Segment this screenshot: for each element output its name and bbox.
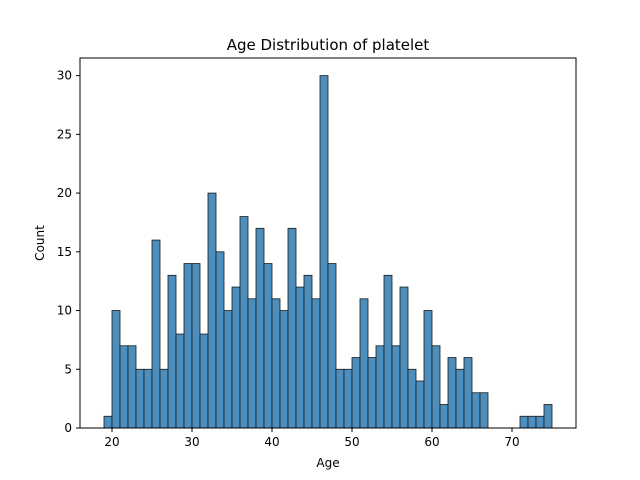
histogram-bar [159,368,169,429]
y-tick-label: 30 [57,69,72,83]
plot-frame [79,57,577,429]
y-tick-label: 5 [64,362,72,376]
histogram-bar [311,298,321,429]
histogram-bar [431,345,441,429]
histogram-bar [127,345,137,429]
histogram-bar [447,357,457,429]
histogram-bar [359,298,369,429]
histogram-bar [415,380,425,429]
histogram-bar [335,368,345,429]
histogram-bar [175,333,185,429]
x-tick-label: 70 [504,435,519,449]
histogram-bar [295,286,305,429]
histogram-bar [535,415,545,429]
x-tick-label: 50 [344,435,359,449]
histogram-bar [183,263,193,429]
x-tick-label: 30 [184,435,199,449]
histogram-bar [119,345,129,429]
histogram-bar [103,415,113,429]
histogram-bar [479,392,489,429]
y-axis-label: Count [33,225,47,261]
y-tick-label: 0 [64,421,72,435]
histogram-bar [439,404,449,429]
histogram-bar [199,333,209,429]
histogram-bar [327,263,337,429]
histogram-bar [319,75,329,429]
x-tick-label: 40 [264,435,279,449]
histogram-bar [375,345,385,429]
histogram-bar [135,368,145,429]
bars-group [103,75,553,429]
histogram-bar [255,227,265,429]
histogram-bar [471,392,481,429]
histogram-bar [151,239,161,429]
histogram-bar [215,251,225,429]
histogram-bar [207,192,217,429]
chart-title: Age Distribution of platelet [227,36,430,54]
y-axis-ticks: 0 5 10 15 20 25 30 [57,69,80,435]
x-axis-label: Age [316,456,339,470]
y-tick-label: 15 [57,245,72,259]
y-tick-label: 20 [57,186,72,200]
histogram-bar [383,274,393,429]
histogram-bar [391,345,401,429]
histogram-bar [399,286,409,429]
histogram-bar [367,357,377,429]
y-tick-label: 25 [57,127,72,141]
histogram-bar [271,298,281,429]
histogram-bar [527,415,537,429]
y-tick-label: 10 [57,304,72,318]
histogram-bar [407,368,417,429]
histogram-bar [423,310,433,429]
x-axis-ticks: 20 30 40 50 60 70 [104,428,520,449]
histogram-bar [303,274,313,429]
histogram-bar [279,310,289,429]
histogram-bar [111,310,121,429]
histogram-bar [287,227,297,429]
histogram-bar [223,310,233,429]
histogram-bar [143,368,153,429]
histogram-bar [231,286,241,429]
x-tick-label: 20 [104,435,119,449]
histogram-bar [191,263,201,429]
histogram-bar [343,368,353,429]
histogram-bar [239,216,249,429]
histogram-bar [455,368,465,429]
histogram-bar [519,415,529,429]
histogram-bar [263,263,273,429]
x-tick-label: 60 [424,435,439,449]
histogram-bar [543,404,553,429]
histogram-bar [247,298,257,429]
histogram-bar [351,357,361,429]
histogram-bar [167,274,177,429]
histogram-bar [463,357,473,429]
